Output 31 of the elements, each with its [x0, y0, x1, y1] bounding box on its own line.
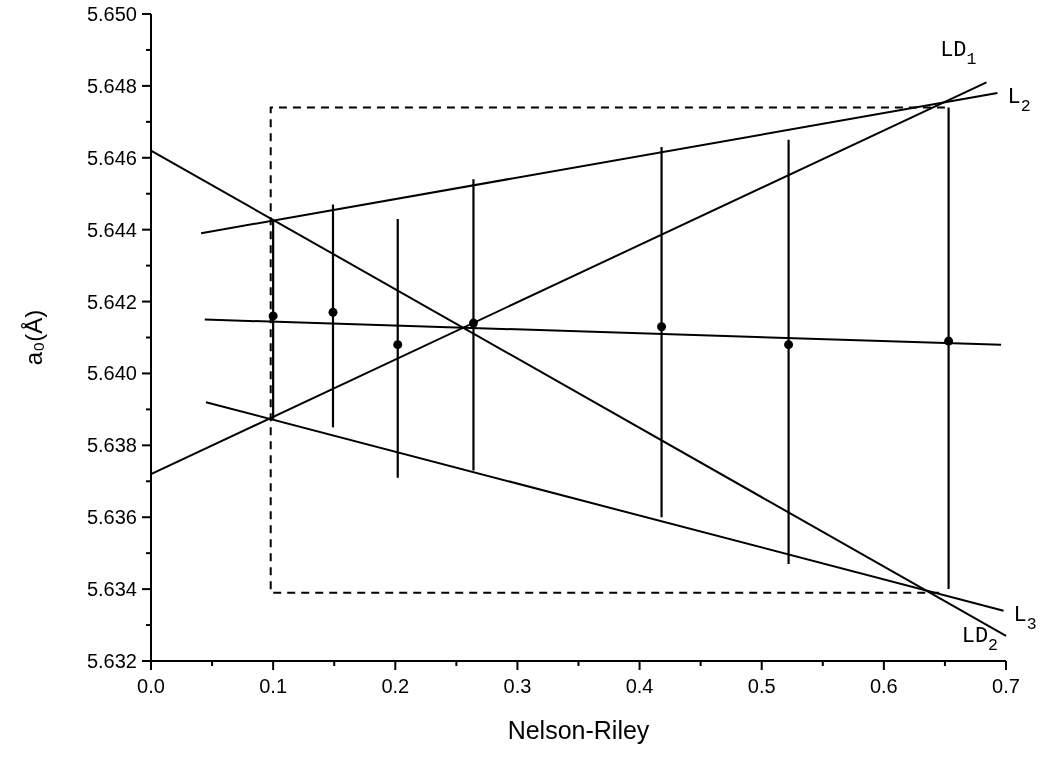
x-tick-label: 0.4: [625, 675, 654, 697]
point: [393, 340, 403, 350]
x-tick-label: 0.0: [137, 675, 165, 697]
y-tick-label: 5.640: [86, 362, 137, 385]
x-axis-title: Nelson-Riley: [507, 716, 650, 744]
x-tick-label: 0.2: [381, 675, 410, 697]
y-tick-label: 5.636: [86, 506, 137, 529]
y-tick-label: 5.638: [86, 434, 137, 457]
y-tick-label: 5.634: [86, 578, 137, 601]
x-tick-label: 0.1: [259, 675, 288, 697]
x-tick-label: 0.5: [747, 675, 776, 697]
y-axis-title: a₀(Å): [20, 309, 47, 366]
x-tick-label: 0.7: [992, 675, 1020, 697]
x-tick-label: 0.3: [503, 675, 532, 697]
series-label: L$_{2}$: [1007, 85, 1031, 116]
x-tick-label: 0.6: [869, 675, 898, 697]
series-label: L$_{3}$: [1013, 602, 1037, 634]
y-tick-label: 5.644: [86, 218, 137, 241]
point: [784, 340, 794, 350]
y-tick-label: 5.646: [86, 146, 137, 169]
y-tick-label: 5.642: [86, 290, 137, 313]
point: [468, 318, 478, 328]
point: [268, 311, 278, 321]
y-tick-label: 5.648: [86, 74, 137, 97]
point: [944, 336, 954, 346]
point: [328, 307, 338, 317]
series-label: LD$_{2}$: [961, 623, 998, 655]
point: [657, 322, 667, 332]
y-tick-label: 5.650: [86, 3, 137, 25]
y-tick-label: 5.632: [86, 650, 137, 672]
series-label: LD$_{1}$: [940, 38, 977, 69]
